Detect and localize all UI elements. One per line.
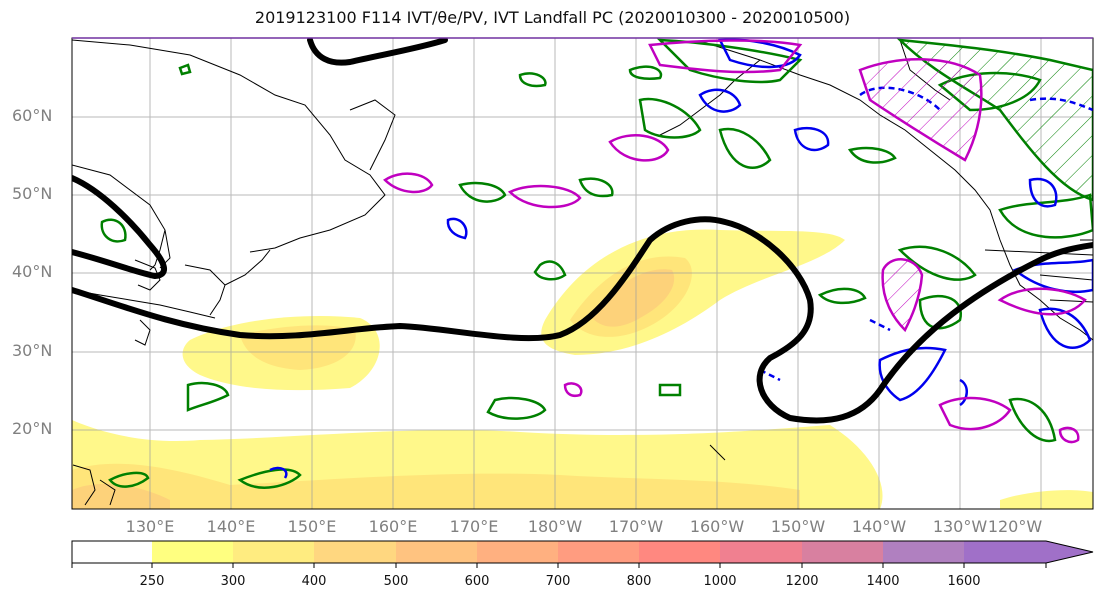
colorbar-tick-label: 400 — [301, 574, 327, 589]
colorbar-tick-label: 600 — [464, 574, 490, 589]
map-title: 2019123100 F114 IVT/θe/PV, IVT Landfall … — [254, 8, 851, 27]
graticule — [72, 38, 1093, 509]
colorbar-tick-label: 1400 — [866, 574, 900, 589]
lon-label: 160°W — [689, 517, 745, 536]
pv-hatch-east — [900, 40, 1093, 200]
lon-label: 170°E — [449, 517, 499, 536]
pos-hatch-north — [860, 59, 982, 160]
colorbar-tick-label: 1000 — [703, 574, 737, 589]
pos-hatch-east — [882, 259, 922, 330]
lon-label: 130°W — [932, 517, 988, 536]
colorbar-tick-label: 700 — [545, 574, 571, 589]
lat-label: 50°N — [12, 184, 53, 203]
ivt-shading — [72, 229, 1093, 509]
colorbar-tick-label: 1200 — [785, 574, 819, 589]
lat-label: 20°N — [12, 419, 53, 438]
lon-label: 160°E — [368, 517, 418, 536]
colorbar-tick-label: 800 — [626, 574, 652, 589]
colorbar — [71, 540, 1094, 568]
coastlines — [72, 39, 1093, 506]
colorbar-tick-label: 300 — [220, 574, 246, 589]
lon-label: 130°E — [125, 517, 175, 536]
lat-label: 30°N — [12, 341, 53, 360]
lon-label: 150°W — [770, 517, 826, 536]
lat-label: 40°N — [12, 262, 53, 281]
colorbar-tick-label: 500 — [383, 574, 409, 589]
lon-label: 150°E — [287, 517, 337, 536]
lon-label: 120°W — [987, 517, 1043, 536]
colorbar-tick-label: 250 — [139, 574, 165, 589]
colorbar-tick-label: 1600 — [947, 574, 981, 589]
lat-label: 60°N — [12, 106, 53, 125]
lon-label: 170°W — [608, 517, 664, 536]
lon-label: 140°W — [851, 517, 907, 536]
lon-label: 140°E — [206, 517, 256, 536]
lon-label: 180°W — [527, 517, 583, 536]
landfall-contours — [72, 38, 1093, 424]
